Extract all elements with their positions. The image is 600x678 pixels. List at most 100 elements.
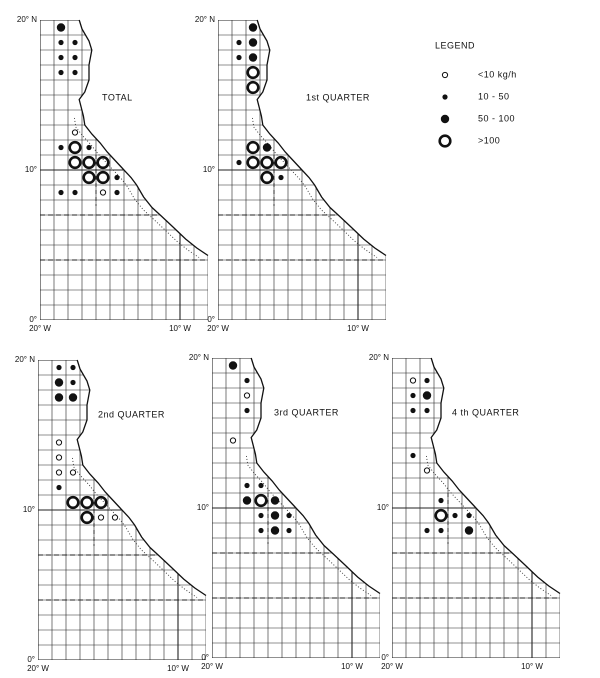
- catch-dot: [56, 364, 62, 371]
- coastline: [78, 19, 209, 257]
- catch-dot: [286, 512, 292, 519]
- catch-dot: [243, 392, 251, 399]
- catch-dot: [70, 364, 76, 371]
- lon-label: 20° W: [381, 662, 403, 671]
- catch-dot: [71, 129, 79, 136]
- catch-dot: [466, 512, 472, 519]
- catch-dot: [72, 69, 78, 76]
- catch-dot: [244, 482, 250, 489]
- catch-dot: [434, 508, 448, 523]
- catch-dot: [96, 155, 110, 170]
- lon-label: 10° W: [167, 664, 189, 673]
- catch-dot: [72, 189, 78, 196]
- lon-label: 20° W: [201, 662, 223, 671]
- catch-dot: [258, 527, 264, 534]
- catch-dot: [438, 497, 444, 504]
- map-panel: 20° N 10° 0°20° W 10° W 1st QUARTER: [195, 15, 387, 333]
- catch-dot: [410, 452, 416, 459]
- lat-label: 10°: [203, 165, 215, 174]
- catch-dot: [56, 484, 62, 491]
- lat-label: 20° N: [189, 353, 209, 362]
- catch-dot: [423, 467, 431, 474]
- catch-dot: [410, 392, 416, 399]
- catch-dot: [58, 189, 64, 196]
- lat-label: 20° N: [15, 355, 35, 364]
- legend-label: 10 - 50: [478, 91, 510, 101]
- catch-dot: [80, 510, 94, 525]
- lat-label: 0°: [29, 315, 37, 324]
- shelf-edge: [245, 455, 372, 596]
- catch-dot: [55, 469, 63, 476]
- catch-dot: [242, 496, 252, 505]
- catch-dot: [58, 144, 64, 151]
- catch-dot: [58, 69, 64, 76]
- catch-dot: [440, 114, 450, 124]
- catch-dot: [248, 38, 258, 47]
- catch-dot: [82, 170, 96, 185]
- panel-label: 4 th QUARTER: [452, 407, 519, 417]
- lon-label: 20° W: [27, 664, 49, 673]
- shelf-edge: [425, 455, 552, 596]
- catch-dot: [58, 54, 64, 61]
- catch-dot: [244, 407, 250, 414]
- lon-label: 10° W: [347, 324, 369, 333]
- lat-label: 0°: [27, 655, 35, 664]
- lat-label: 0°: [207, 315, 215, 324]
- catch-dot: [56, 23, 66, 32]
- lat-label: 10°: [25, 165, 37, 174]
- map-panel: 20° N 10° 0°20° W 10° W TOTAL: [17, 15, 209, 333]
- catch-dot: [72, 39, 78, 46]
- legend-title: LEGEND: [435, 40, 475, 50]
- catch-dot: [424, 527, 430, 534]
- catch-dot: [236, 54, 242, 61]
- catch-dot: [422, 391, 432, 400]
- catch-dot: [55, 439, 63, 446]
- lat-label: 20° N: [195, 15, 215, 24]
- catch-dot: [438, 134, 452, 148]
- catch-dot: [236, 159, 242, 166]
- panel-label: TOTAL: [102, 92, 133, 102]
- catch-dot: [244, 377, 250, 384]
- catch-dot: [55, 454, 63, 461]
- catch-dot: [262, 143, 272, 152]
- legend-label: 50 - 100: [478, 113, 515, 123]
- coastline: [256, 19, 387, 257]
- catch-dot: [96, 170, 110, 185]
- catch-dot: [248, 53, 258, 62]
- catch-dot: [58, 39, 64, 46]
- legend-label: >100: [478, 135, 500, 145]
- catch-dot: [438, 527, 444, 534]
- catch-dot: [80, 495, 94, 510]
- map-panel: 20° N 10° 0°20° W 10° W 3rd QUARTER: [189, 353, 381, 671]
- catch-dot: [286, 527, 292, 534]
- catch-dot: [452, 512, 458, 519]
- panel-label: 1st QUARTER: [306, 92, 370, 102]
- catch-dot: [424, 377, 430, 384]
- catch-dot: [82, 155, 96, 170]
- catch-dot: [442, 94, 448, 100]
- lon-label: 10° W: [169, 324, 191, 333]
- catch-dot: [441, 71, 449, 79]
- catch-dot: [86, 144, 92, 151]
- catch-dot: [260, 170, 274, 185]
- coastline: [430, 357, 561, 595]
- lon-label: 20° W: [207, 324, 229, 333]
- catch-dot: [97, 514, 105, 521]
- lat-label: 10°: [377, 503, 389, 512]
- catch-dot: [68, 393, 78, 402]
- catch-dot: [278, 174, 284, 181]
- catch-dot: [229, 437, 237, 444]
- shelf-edge: [73, 117, 200, 258]
- catch-dot: [254, 493, 268, 508]
- catch-dot: [246, 155, 260, 170]
- lat-label: 20° N: [369, 353, 389, 362]
- shelf-edge: [251, 117, 378, 258]
- lon-label: 10° W: [521, 662, 543, 671]
- lon-label: 20° W: [29, 324, 51, 333]
- catch-dot: [246, 140, 260, 155]
- catch-dot: [236, 39, 242, 46]
- shelf-edge: [71, 457, 198, 598]
- lat-label: 10°: [197, 503, 209, 512]
